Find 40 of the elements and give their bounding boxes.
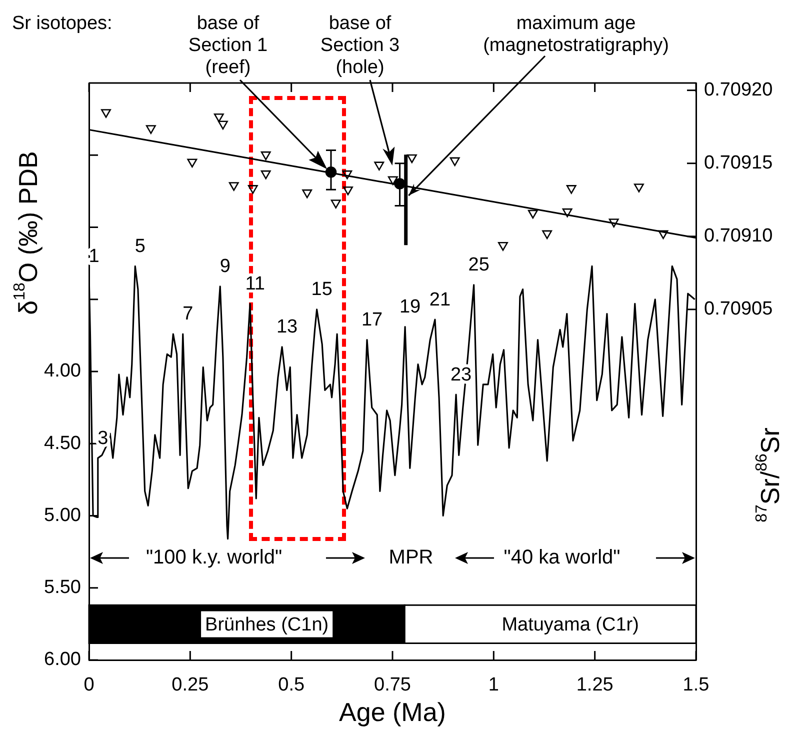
annotation: 3	[98, 428, 108, 449]
annotation: 19	[399, 296, 421, 318]
y2-tick-label: 0.70920	[704, 80, 773, 101]
y-tick-label: 4.50	[44, 432, 81, 454]
y-tick-label: 6.00	[44, 649, 81, 670]
text: base of Section 3 (hole)	[320, 13, 400, 78]
y2-tick-label: 0.70910	[704, 226, 773, 247]
annotation: 11	[245, 273, 265, 294]
annotation: 21	[429, 289, 451, 310]
y-tick-label: 5.50	[44, 577, 81, 598]
annotation: maximum age (magnetostratigraphy)	[483, 13, 669, 56]
x-tick-label: 0	[84, 674, 94, 696]
x-tick-label: 1.5	[682, 674, 710, 696]
annotation: "100 k.y. world"	[146, 546, 282, 569]
y-tick-label: 4.00	[44, 360, 81, 382]
annotation: MPR	[388, 546, 434, 569]
band-label: Matuyama (C1r)	[502, 614, 639, 636]
text: Sr isotopes:	[12, 13, 112, 34]
x-tick-label: 0.75	[374, 674, 411, 696]
annotation: 25	[468, 254, 490, 276]
y-axis-title: δ18O (‰) PDB	[12, 151, 44, 315]
band-label: Brünhes (C1n)	[205, 614, 329, 636]
x-tick-label: 0.25	[172, 674, 209, 696]
y2-tick-label: 0.70915	[704, 152, 773, 174]
annotation: 9	[220, 256, 230, 278]
annotation: 13	[276, 316, 298, 338]
annotation: 5	[134, 236, 146, 257]
annotation: 15	[311, 279, 332, 300]
x-tick-label: 1.25	[576, 674, 614, 696]
annotation: 17	[361, 310, 383, 330]
annotation: "40 ka world"	[504, 546, 620, 569]
annotation: 1	[88, 246, 100, 268]
y2-axis-title: 87Sr/86Sr	[754, 427, 786, 522]
x-axis-title: Age (Ma)	[339, 697, 446, 728]
x-tick-label: 1	[488, 674, 499, 696]
text: base of Section 1 (reef)	[188, 13, 268, 78]
annotation: 7	[182, 304, 194, 325]
x-tick-label: 0.5	[278, 674, 305, 696]
y2-tick-label: 0.70905	[704, 298, 773, 320]
y-tick-label: 5.00	[44, 504, 81, 526]
